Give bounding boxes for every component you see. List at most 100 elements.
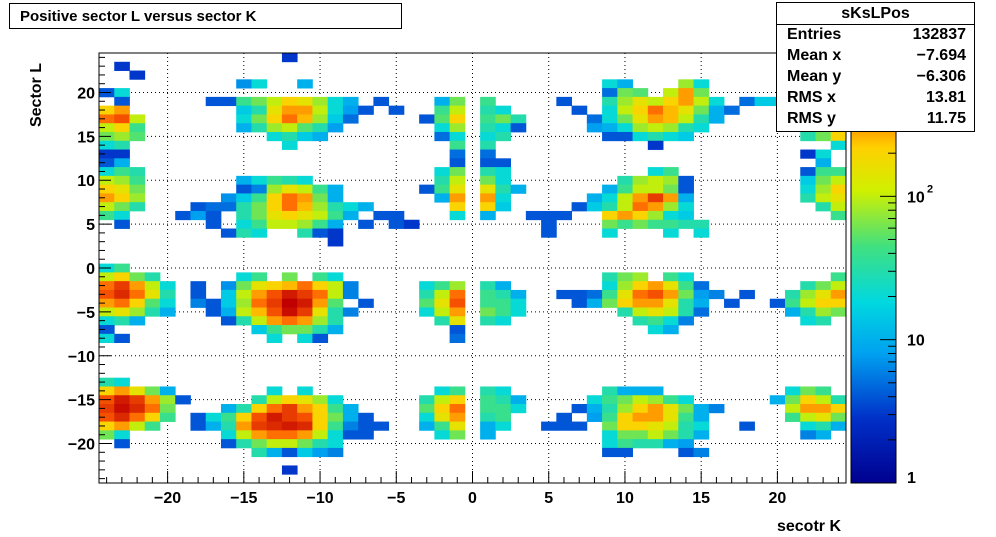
heatmap-cell bbox=[190, 421, 207, 431]
heatmap-cell bbox=[266, 105, 283, 115]
heatmap-cell bbox=[327, 123, 344, 133]
heatmap-cell bbox=[312, 228, 329, 238]
heatmap-cell bbox=[434, 289, 451, 300]
heatmap-cell bbox=[251, 439, 268, 449]
heatmap-cell bbox=[327, 325, 344, 335]
heatmap-cell bbox=[724, 105, 740, 115]
heatmap-cell bbox=[693, 298, 710, 308]
heatmap-cell bbox=[129, 70, 146, 80]
heatmap-cell bbox=[449, 325, 466, 335]
heatmap-cell bbox=[739, 421, 755, 431]
heatmap-cell bbox=[434, 131, 451, 142]
heatmap-cell bbox=[663, 298, 679, 308]
heatmap-cell bbox=[510, 307, 527, 317]
heatmap-cell bbox=[388, 210, 405, 221]
heatmap-cell bbox=[220, 404, 237, 414]
axes: −20 −15 −10 −5 0 5 10 15 20 −20 −15 −10 −5 0 5 10 15 20 bbox=[68, 56, 839, 507]
heatmap-cell bbox=[205, 307, 222, 317]
heatmap-cell bbox=[312, 421, 329, 431]
heatmap-cell bbox=[358, 430, 374, 440]
heatmap-cell bbox=[647, 412, 664, 422]
heatmap-cell bbox=[129, 316, 146, 326]
heatmap-cell bbox=[602, 105, 618, 115]
heatmap-cell bbox=[785, 307, 801, 317]
heatmap-cell bbox=[815, 298, 832, 308]
heatmap-cell bbox=[297, 447, 313, 458]
heatmap-cell bbox=[632, 184, 649, 194]
heatmap-cell bbox=[495, 316, 512, 326]
heatmap-cell bbox=[327, 96, 344, 107]
heatmap-cell bbox=[449, 114, 466, 124]
heatmap-cell bbox=[297, 386, 313, 396]
heatmap-cell bbox=[266, 193, 283, 203]
heatmap-cell bbox=[129, 272, 146, 282]
heatmap-cell bbox=[327, 105, 344, 115]
heatmap-cell bbox=[281, 421, 298, 431]
heatmap-cell bbox=[220, 316, 237, 326]
heatmap-cell bbox=[708, 289, 725, 300]
heatmap-cell bbox=[129, 281, 146, 291]
heatmap-cell bbox=[205, 210, 222, 221]
heatmap-cell bbox=[236, 96, 252, 107]
heatmap-cell bbox=[327, 114, 344, 124]
heatmap-cell bbox=[663, 167, 679, 177]
stats-title: sKsLPos bbox=[777, 3, 974, 25]
heatmap-cell bbox=[281, 131, 298, 142]
heatmap-cell bbox=[647, 140, 664, 150]
heatmap-cell bbox=[602, 298, 618, 308]
heatmap-cell bbox=[602, 79, 618, 89]
heatmap-cell bbox=[114, 307, 130, 317]
heatmap-cell bbox=[495, 281, 512, 291]
heatmap-cell bbox=[266, 404, 283, 414]
heatmap-cell bbox=[114, 114, 130, 124]
heatmap-cell bbox=[205, 202, 222, 212]
heatmap-cell bbox=[190, 298, 207, 308]
heatmap-cell bbox=[281, 289, 298, 300]
heatmap-cell bbox=[312, 210, 329, 221]
heatmap-cell bbox=[159, 412, 176, 422]
heatmap-cell bbox=[449, 131, 466, 142]
heatmap-cell bbox=[449, 184, 466, 194]
heatmap-cell bbox=[251, 447, 268, 458]
heatmap-cell bbox=[602, 184, 618, 194]
y-tick-label: 5 bbox=[86, 217, 95, 234]
heatmap-cell bbox=[236, 202, 252, 212]
heatmap-cell bbox=[281, 210, 298, 221]
heatmap-cell bbox=[800, 386, 816, 396]
heatmap-cell bbox=[236, 272, 252, 282]
heatmap-cell bbox=[663, 175, 679, 186]
heatmap-cell bbox=[663, 439, 679, 449]
heatmap-cell bbox=[159, 386, 176, 396]
heatmap-cell bbox=[632, 105, 649, 115]
heatmap-cell bbox=[129, 175, 146, 186]
heatmap-cell bbox=[449, 412, 466, 422]
heatmap-cell bbox=[114, 140, 130, 150]
heatmap-cell bbox=[266, 421, 283, 431]
heatmap-cell bbox=[663, 272, 679, 282]
heatmap-cell bbox=[312, 219, 329, 229]
heatmap-cell bbox=[602, 447, 618, 458]
heatmap-cell bbox=[617, 88, 633, 98]
heatmap-cell bbox=[312, 298, 329, 308]
y-tick-label: −20 bbox=[68, 437, 95, 454]
heatmap-cell bbox=[663, 88, 679, 98]
heatmap-cell bbox=[99, 140, 115, 150]
heatmap-cell bbox=[129, 184, 146, 194]
heatmap-cell bbox=[586, 298, 603, 308]
heatmap-cell bbox=[495, 193, 512, 203]
heatmap-cell bbox=[830, 210, 847, 221]
heatmap-cell bbox=[251, 105, 268, 115]
heatmap-cell bbox=[449, 404, 466, 414]
heatmap-cell bbox=[99, 114, 115, 124]
heatmap-cell bbox=[495, 114, 512, 124]
heatmap-cell bbox=[251, 316, 268, 326]
heatmap-cell bbox=[144, 404, 161, 414]
heatmap-cell bbox=[830, 307, 847, 317]
heatmap-cell bbox=[419, 404, 435, 414]
heatmap-cell bbox=[129, 404, 146, 414]
heatmap-cell bbox=[647, 167, 664, 177]
heatmap-cell bbox=[586, 123, 603, 133]
heatmap-cell bbox=[647, 184, 664, 194]
heatmap-cell bbox=[480, 105, 496, 115]
heatmap-cell bbox=[693, 404, 710, 414]
